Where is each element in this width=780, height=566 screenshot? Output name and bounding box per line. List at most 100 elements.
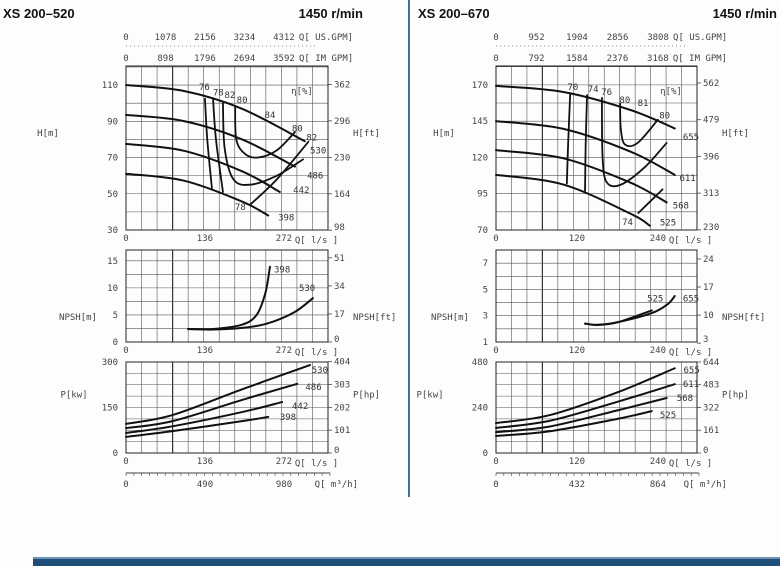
power-curve-568: [495, 397, 668, 434]
flow-tick-us_gpm: 3808: [647, 33, 669, 43]
head-curve-label: 486: [307, 172, 323, 182]
flow-tick-im_gpm: 0: [123, 54, 128, 64]
flow-axis-label-m3h: Q[ m³/h]: [315, 480, 358, 490]
power-curve-label: 568: [677, 394, 693, 404]
power-curve-label: 525: [660, 411, 676, 421]
head-ytick: 90: [107, 117, 118, 127]
efficiency-label: 80: [237, 96, 248, 106]
head-curve-label: 398: [278, 213, 294, 223]
head-curve-530: [125, 84, 306, 143]
flow-tick-us_gpm: 4312: [273, 33, 295, 43]
power-curve-label: 398: [280, 413, 296, 423]
head-ytick: 95: [477, 190, 488, 200]
efficiency-line: [212, 98, 224, 193]
efficiency-unit-label: η[%]: [291, 87, 313, 97]
efficiency-line: [600, 97, 668, 188]
flow-tick-ls: 120: [569, 234, 585, 244]
flow-axis-label-ls: Q[ l/s ]: [669, 459, 712, 469]
power-curve-label: 486: [305, 383, 321, 393]
efficiency-line: [619, 102, 659, 147]
flow-axis-label-ls: Q[ l/s ]: [295, 236, 338, 246]
head-ylabel: H[m]: [433, 129, 455, 139]
power-ytick-right: 644: [703, 358, 719, 368]
flow-tick-us_gpm: 1904: [566, 33, 588, 43]
head-ytick-right: 98: [334, 223, 345, 233]
efficiency-line: [204, 97, 213, 190]
flow-axis-label-ls: Q[ l/s ]: [669, 348, 712, 358]
speed-label: 1450 r/min: [713, 6, 777, 21]
flow-tick-m3h: 980: [276, 480, 292, 490]
npsh-ytick: 5: [483, 285, 488, 295]
npsh-curve-label: 655: [683, 295, 699, 305]
npsh-ytick: 10: [107, 284, 118, 294]
flow-axis-label-us_gpm: Q[ US.GPM]: [673, 33, 727, 43]
power-plot: [495, 361, 701, 454]
flow-tick-m3h: 0: [493, 480, 498, 490]
head-ytick-right: 313: [703, 189, 719, 199]
power-ytick: 150: [102, 404, 118, 414]
power-ytick-right: 303: [334, 380, 350, 390]
flow-tick-us_gpm: 3234: [234, 33, 256, 43]
flow-tick-im_gpm: 2694: [234, 54, 256, 64]
npsh-ytick: 1: [483, 338, 488, 348]
power-curve-486: [125, 382, 299, 430]
npsh-ytick: 3: [483, 312, 488, 322]
efficiency-label: 80: [292, 125, 303, 135]
head-ytick-right: 230: [703, 223, 719, 233]
efficiency-label: 74: [588, 85, 599, 95]
efficiency-line: [222, 102, 304, 186]
head-ytick: 145: [472, 117, 488, 127]
flow-tick-im_gpm: 1584: [566, 54, 588, 64]
flow-axis-label-us_gpm: Q[ US.GPM]: [299, 33, 353, 43]
power-ytick-right: 0: [703, 446, 708, 456]
flow-tick-ls: 272: [276, 457, 292, 467]
head-ytick-right: 362: [334, 80, 350, 90]
power-ytick: 0: [483, 449, 488, 459]
head-plot: [495, 65, 701, 231]
head-ytick: 70: [477, 226, 488, 236]
power-ytick: 300: [102, 358, 118, 368]
npsh-ylabel: NPSH[m]: [431, 313, 469, 323]
npsh-plot: [125, 249, 332, 343]
flow-tick-ls: 0: [493, 234, 498, 244]
head-curve-525: [495, 173, 651, 227]
power-curve-label: 655: [684, 366, 700, 376]
efficiency-label: 74: [622, 218, 633, 228]
power-curve-label: 442: [292, 402, 308, 412]
power-ytick-right: 161: [703, 426, 719, 436]
npsh-ytick: 7: [483, 259, 488, 269]
power-curve-655: [495, 367, 676, 425]
efficiency-label: 82: [224, 91, 235, 101]
flow-tick-im_gpm: 0: [493, 54, 498, 64]
head-ytick-right: 562: [703, 79, 719, 89]
efficiency-label: 80: [619, 96, 630, 106]
flow-axis-label-ls: Q[ l/s ]: [669, 236, 712, 246]
flow-tick-ls: 272: [276, 346, 292, 356]
flow-tick-ls: 272: [276, 234, 292, 244]
power-curve-label: 611: [683, 380, 699, 390]
power-curve-530: [125, 364, 312, 425]
power-ylabel-right: P[hp]: [722, 391, 749, 401]
npsh-ytick-right: 24: [703, 255, 714, 265]
npsh-ytick-right: 3: [703, 335, 708, 345]
flow-tick-ls: 136: [197, 234, 213, 244]
head-ytick-right: 230: [334, 153, 350, 163]
flow-tick-im_gpm: 1796: [194, 54, 216, 64]
head-curve-label: 568: [673, 201, 689, 211]
flow-tick-ls: 120: [569, 457, 585, 467]
panel-divider: [408, 0, 410, 497]
efficiency-line: [249, 141, 310, 206]
power-curve-611: [495, 383, 676, 429]
flow-axis-label-m3h: Q[ m³/h]: [684, 480, 727, 490]
flow-tick-im_gpm: 792: [528, 54, 544, 64]
head-ytick: 50: [107, 190, 118, 200]
flow-tick-ls: 120: [569, 346, 585, 356]
npsh-curve-label: 530: [299, 284, 315, 294]
power-plot: [125, 361, 332, 454]
flow-tick-us_gpm: 2856: [607, 33, 629, 43]
power-ytick-right: 202: [334, 403, 350, 413]
head-ytick: 110: [102, 81, 118, 91]
npsh-frame: [495, 249, 698, 343]
efficiency-label: 82: [306, 134, 317, 144]
